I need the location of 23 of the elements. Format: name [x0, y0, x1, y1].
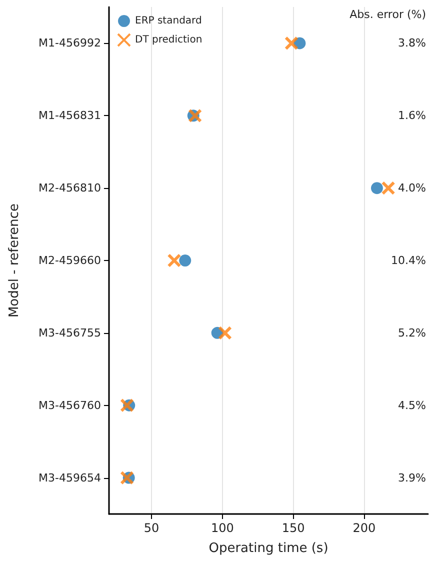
annotation: 1.6%	[398, 109, 426, 122]
y-tick-label: M2-456810	[38, 182, 101, 195]
legend-label: DT prediction	[135, 34, 202, 46]
annotation: 3.9%	[398, 471, 426, 484]
annotation: 3.8%	[398, 36, 426, 50]
annotation: Abs. error (%)	[350, 8, 426, 21]
y-tick-label: M3-456755	[38, 326, 101, 340]
annotation: 5.2%	[398, 326, 426, 340]
y-tick-label: M2-459660	[38, 254, 101, 267]
x-tick-label: 200	[352, 521, 376, 535]
x-tick-label: 150	[282, 521, 305, 535]
y-tick-label: M3-459654	[38, 471, 101, 484]
x-tick-label: 50	[144, 521, 160, 535]
x-tick-label: 100	[210, 521, 234, 535]
y-axis-title: Model - reference	[7, 203, 22, 318]
y-tick-label: M1-456992	[38, 36, 101, 50]
annotation: 10.4%	[391, 254, 426, 267]
annotation: 4.5%	[398, 398, 426, 412]
legend-label: ERP standard	[135, 16, 202, 26]
y-tick-label: M1-456831	[38, 109, 101, 122]
y-tick-label: M3-456760	[38, 398, 101, 412]
x-axis-title: Operating time (s)	[208, 541, 328, 556]
annotation: 4.0%	[398, 182, 426, 195]
